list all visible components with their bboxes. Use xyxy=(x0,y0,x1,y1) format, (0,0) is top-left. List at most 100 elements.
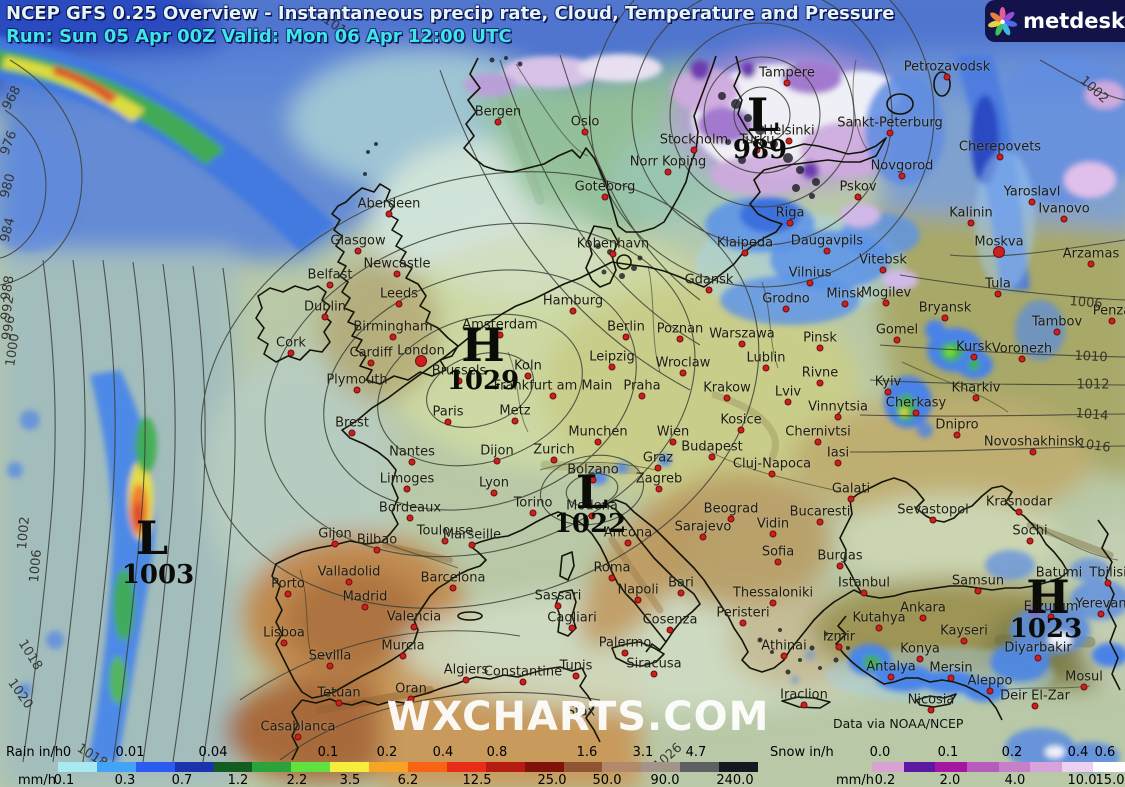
city-dot xyxy=(814,438,822,446)
city-dot xyxy=(727,515,735,523)
city-label: Antalya xyxy=(866,659,916,675)
city-dot xyxy=(455,377,463,385)
city-label: Thessaloniki xyxy=(732,585,814,601)
city-dot xyxy=(1031,702,1039,710)
city-dot xyxy=(960,637,968,645)
city-dot xyxy=(893,336,901,344)
city-dot xyxy=(666,626,674,634)
legend-color-segment xyxy=(135,762,175,772)
city-dot xyxy=(782,305,790,313)
city-label: Istanbul xyxy=(837,575,891,591)
city-label: Roma xyxy=(593,560,631,576)
city-label: Zagreb xyxy=(635,471,683,487)
city-label: Kursk xyxy=(956,339,992,355)
city-label: Burgas xyxy=(817,548,863,564)
city-dot xyxy=(441,537,449,545)
city-dot xyxy=(581,128,589,136)
legend-color-segment xyxy=(369,762,409,772)
city-label: Amsterdam xyxy=(462,317,538,333)
snow-mmh-tick: 4.0 xyxy=(1004,773,1026,787)
city-label: Cosenza xyxy=(642,612,698,628)
city-dot xyxy=(974,587,982,595)
city-label: Kayseri xyxy=(940,623,988,639)
city-dot xyxy=(624,539,632,547)
city-label: Daugavpils xyxy=(790,233,864,249)
city-dot xyxy=(690,146,698,154)
pressure-center-value: 989 xyxy=(732,135,788,165)
city-dot xyxy=(572,672,580,680)
metdesk-flower-icon xyxy=(988,6,1018,36)
city-dot xyxy=(785,137,793,145)
city-dot xyxy=(280,639,288,647)
city-label: Sevastopol xyxy=(897,502,969,518)
rain-legend-label: Rain in/h xyxy=(6,745,64,760)
contour-label: 1010 xyxy=(1074,348,1108,366)
city-dot xyxy=(1053,328,1061,336)
city-dot xyxy=(786,219,794,227)
city-label: Lviv xyxy=(774,384,802,400)
map-title: NCEP GFS 0.25 Overview - Instantaneous p… xyxy=(6,3,895,24)
city-dot xyxy=(847,495,855,503)
city-dot xyxy=(705,286,713,294)
city-label: Bucaresti xyxy=(789,504,851,520)
city-dot xyxy=(769,599,777,607)
city-dot xyxy=(739,619,747,627)
city-label: Hamburg xyxy=(542,293,604,309)
city-dot xyxy=(912,409,920,417)
rain-mmh-tick: 50.0 xyxy=(592,773,622,787)
metdesk-logo-text: metdesk xyxy=(1023,9,1125,33)
city-label: Norr Koping xyxy=(629,154,707,170)
city-dot xyxy=(335,699,343,707)
city-label: Novgorod xyxy=(870,158,934,174)
city-dot xyxy=(493,457,501,465)
city-dot xyxy=(679,369,687,377)
city-dot xyxy=(348,429,356,437)
legend-color-segment xyxy=(1061,762,1094,772)
city-dot xyxy=(321,313,329,321)
rain-mmh-tick: 0.3 xyxy=(114,773,136,787)
pressure-center-letter: H xyxy=(1026,570,1070,624)
city-dot xyxy=(326,662,334,670)
rain-mmh-tick: 12.5 xyxy=(462,773,492,787)
legend-color-segment xyxy=(935,762,967,772)
city-label: Porto xyxy=(271,576,305,592)
city-label: Cherkasy xyxy=(885,395,947,411)
city-label: Tetuan xyxy=(317,685,361,701)
city-label: Ankara xyxy=(900,600,946,616)
city-label: Sofia xyxy=(761,544,795,560)
city-dot xyxy=(403,485,411,493)
city-dot xyxy=(676,335,684,343)
contour-label: 1014 xyxy=(1074,406,1110,424)
city-label: Sarajevo xyxy=(674,519,732,535)
rain-inh-tick: 0.1 xyxy=(317,745,339,760)
city-dot xyxy=(947,674,955,682)
pressure-center-value: 1022 xyxy=(553,509,627,539)
city-dot xyxy=(884,388,892,396)
city-dot xyxy=(622,333,630,341)
city-label: Krakow xyxy=(703,380,751,396)
city-label: London xyxy=(397,343,445,359)
city-label: Bilbao xyxy=(356,532,398,548)
city-label: Ivanovo xyxy=(1038,201,1090,217)
city-dot xyxy=(1097,610,1105,618)
city-label: Voronezh xyxy=(991,341,1053,357)
city-label: Mogilev xyxy=(860,285,912,301)
city-label: Tbilisi xyxy=(1089,565,1125,581)
city-label: Koln xyxy=(514,358,542,374)
city-dot xyxy=(601,193,609,201)
city-label: Palermo xyxy=(598,635,652,651)
rain-mmh-tick: 3.5 xyxy=(339,773,361,787)
city-dot xyxy=(608,363,616,371)
city-label: Tula xyxy=(985,276,1011,292)
city-dot xyxy=(577,718,585,726)
city-dot xyxy=(816,518,824,526)
city-dot xyxy=(834,413,842,421)
snow-mmh-tick: 10.0 xyxy=(1067,773,1097,787)
legend-color-segment xyxy=(563,762,603,772)
city-dot xyxy=(410,623,418,631)
rain-mmh-tick: 25.0 xyxy=(537,773,567,787)
city-dot xyxy=(1087,260,1095,268)
watermark: WXCHARTS.COM xyxy=(386,694,770,740)
city-dot xyxy=(737,426,745,434)
city-label: Limoges xyxy=(379,471,435,487)
